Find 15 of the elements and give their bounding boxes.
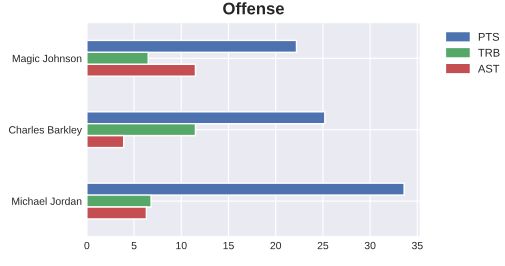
y-tick-label: Magic Johnson [12,54,82,64]
x-tick-label: 15 [223,242,234,250]
chart-title: Offense [223,2,284,14]
x-tick-label: 25 [318,242,328,250]
x-tick-label: 5 [132,242,137,250]
y-tick-label: Michael Jordan [12,197,82,205]
legend-label: AST [478,64,500,73]
x-tick-label: 0 [84,242,90,250]
x-tick-label: 30 [364,242,376,250]
y-tick-label: Charles Barkley [9,126,82,136]
legend-label: TRB [478,48,500,57]
x-tick-label: 20 [270,242,282,250]
x-tick-label: 10 [176,242,187,250]
legend-label: PTS [478,32,500,41]
x-tick-label: 35 [412,242,423,250]
